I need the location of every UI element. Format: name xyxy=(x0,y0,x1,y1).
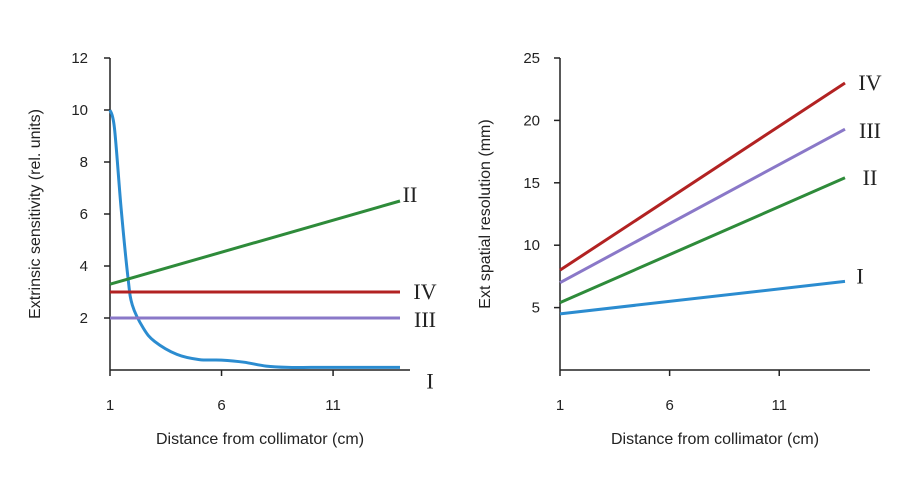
y-axis-label: Ext spatial resolution (mm) xyxy=(477,119,494,308)
chart-panel-2: 5 10 15 20 25 1 6 11 Distance from collimator (c… xyxy=(477,50,882,448)
y-tick-label: 25 xyxy=(523,50,540,67)
series-line-II xyxy=(559,176,846,304)
y-axis-label: Extrinsic sensitivity (rel. units) xyxy=(27,109,44,319)
series-label-III: III xyxy=(859,118,881,143)
series-label-II: II xyxy=(863,165,878,190)
chart-panel-1: 2 4 6 8 10 12 1 6 11 Distance from collimator (cm… xyxy=(27,50,437,448)
x-tick-label: 1 xyxy=(556,397,564,414)
x-tick-label: 6 xyxy=(217,397,225,414)
series-label-IV: IV xyxy=(858,70,881,95)
x-tick-label: 6 xyxy=(665,397,673,414)
y-tick-label: 12 xyxy=(71,50,88,67)
series-line-IV xyxy=(559,81,846,272)
y-tick-label: 4 xyxy=(80,258,88,275)
x-tick-label: 1 xyxy=(106,397,114,414)
series-label-II: II xyxy=(403,182,418,207)
y-tick-label: 8 xyxy=(80,154,88,171)
x-axis-label: Distance from collimator (cm) xyxy=(611,431,819,448)
x-tick-label: 11 xyxy=(771,397,787,414)
series-label-I: I xyxy=(426,368,433,393)
series-line-I xyxy=(108,109,400,369)
x-axis-label: Distance from collimator (cm) xyxy=(156,431,364,448)
series-label-IV: IV xyxy=(413,279,436,304)
y-tick-label: 10 xyxy=(523,237,540,254)
series-label-III: III xyxy=(414,307,436,332)
y-tick-label: 6 xyxy=(80,206,88,223)
series-line-I xyxy=(559,279,846,316)
y-tick-label: 2 xyxy=(80,310,88,327)
y-tick-label: 20 xyxy=(523,112,540,129)
y-tick-label: 15 xyxy=(523,175,540,192)
series-line-II xyxy=(109,199,401,286)
series-label-I: I xyxy=(856,263,863,288)
series-line-III xyxy=(559,127,846,284)
y-tick-label: 5 xyxy=(532,300,540,317)
x-tick-label: 11 xyxy=(325,397,341,414)
y-tick-label: 10 xyxy=(71,102,88,119)
